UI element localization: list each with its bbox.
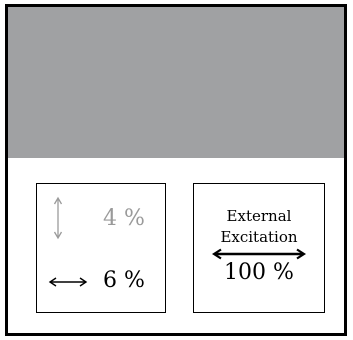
vertical-percent-label: 4 %: [103, 206, 145, 231]
gray-region: [8, 7, 344, 158]
excitation-double-arrow-icon: [212, 248, 306, 260]
horizontal-percent-label: 6 %: [103, 268, 145, 293]
external-excitation-title: External Excitation: [194, 206, 324, 248]
vibration-percent-panel: 4 % 6 %: [36, 183, 166, 313]
diagram-frame: 4 % 6 % External Excitation 100 %: [5, 4, 347, 336]
title-line-2: Excitation: [220, 228, 298, 246]
title-line-1: External: [226, 207, 292, 225]
excitation-percent-label: 100 %: [224, 260, 294, 285]
vertical-double-arrow-icon: [53, 196, 63, 240]
external-excitation-panel: External Excitation 100 %: [193, 183, 325, 313]
horizontal-double-arrow-icon: [48, 277, 88, 287]
